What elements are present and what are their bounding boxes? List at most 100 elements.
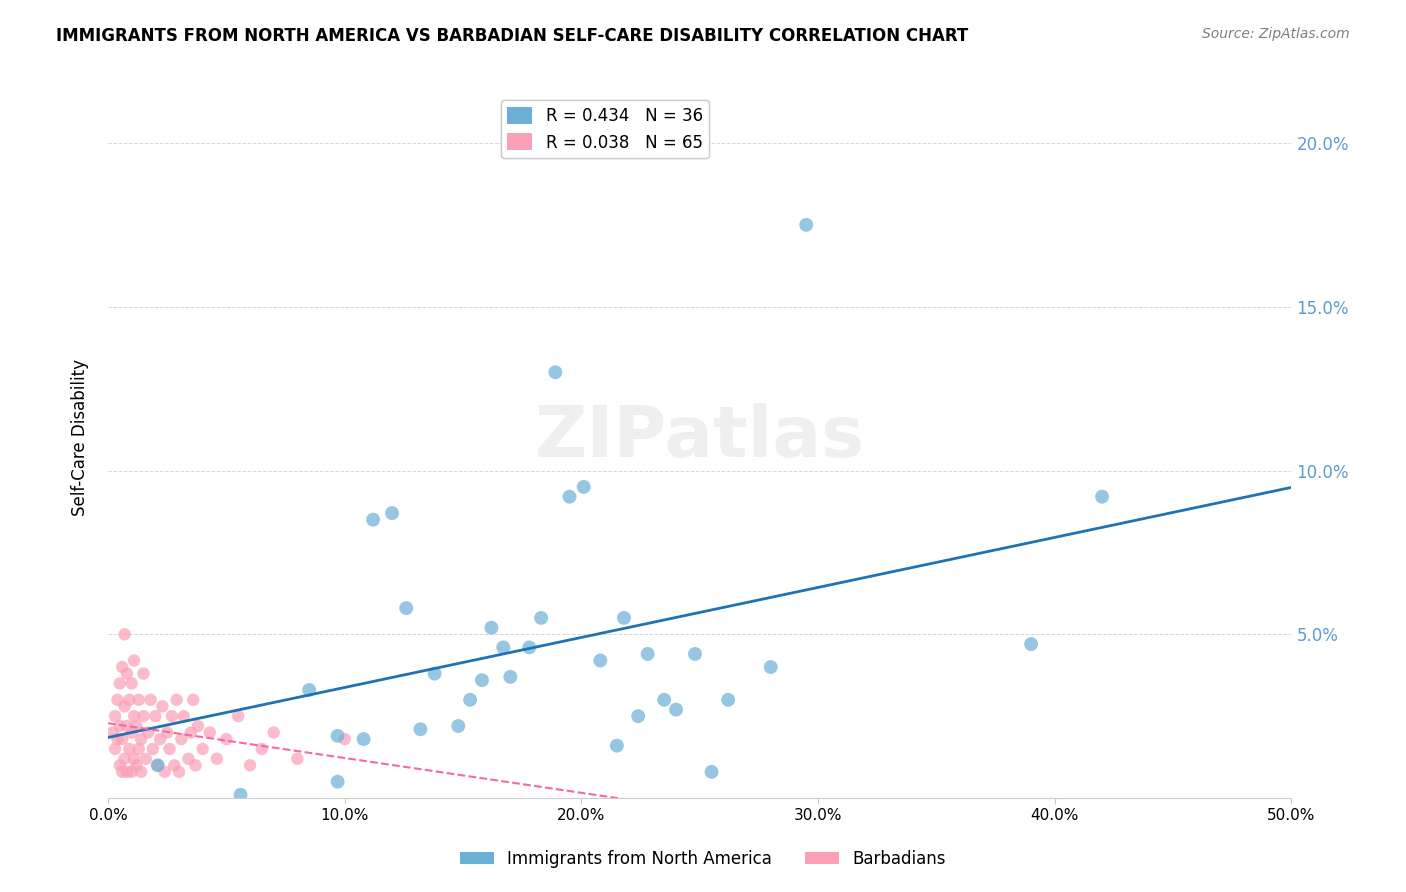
Point — [153, 764, 176, 779]
Point — [114, 627, 136, 641]
Point — [129, 732, 152, 747]
Point — [181, 693, 204, 707]
Point — [149, 732, 172, 747]
Text: IMMIGRANTS FROM NORTH AMERICA VS BARBADIAN SELF-CARE DISABILITY CORRELATION CHAR: IMMIGRANTS FROM NORTH AMERICA VS BARBADI… — [56, 27, 969, 45]
Point — [205, 752, 228, 766]
Point — [717, 693, 740, 707]
Point — [229, 788, 252, 802]
Point — [143, 709, 166, 723]
Point — [285, 752, 308, 766]
Point — [1019, 637, 1042, 651]
Point — [333, 732, 356, 747]
Point — [326, 729, 349, 743]
Point — [606, 739, 628, 753]
Point — [517, 640, 540, 655]
Point — [589, 653, 612, 667]
Point — [115, 666, 138, 681]
Point — [700, 764, 723, 779]
Point — [180, 725, 202, 739]
Point — [156, 725, 179, 739]
Point — [170, 732, 193, 747]
Point — [184, 758, 207, 772]
Point — [128, 693, 150, 707]
Point — [107, 732, 129, 747]
Point — [118, 693, 141, 707]
Legend: Immigrants from North America, Barbadians: Immigrants from North America, Barbadian… — [454, 844, 952, 875]
Point — [122, 709, 145, 723]
Point — [665, 703, 688, 717]
Y-axis label: Self-Care Disability: Self-Care Disability — [72, 359, 89, 516]
Point — [395, 601, 418, 615]
Point — [613, 611, 636, 625]
Point — [239, 758, 262, 772]
Point — [121, 764, 143, 779]
Point — [121, 676, 143, 690]
Point — [167, 764, 190, 779]
Point — [104, 742, 127, 756]
Point — [572, 480, 595, 494]
Point — [558, 490, 581, 504]
Point — [136, 725, 159, 739]
Point — [146, 758, 169, 772]
Text: Source: ZipAtlas.com: Source: ZipAtlas.com — [1202, 27, 1350, 41]
Point — [187, 719, 209, 733]
Point — [481, 621, 503, 635]
Point — [198, 725, 221, 739]
Text: ZIPatlas: ZIPatlas — [534, 403, 865, 472]
Point — [152, 699, 174, 714]
Point — [381, 506, 404, 520]
Point — [122, 653, 145, 667]
Point — [544, 365, 567, 379]
Point — [111, 732, 134, 747]
Point — [637, 647, 659, 661]
Point — [250, 742, 273, 756]
Point — [177, 752, 200, 766]
Point — [108, 676, 131, 690]
Point — [263, 725, 285, 739]
Point — [191, 742, 214, 756]
Point — [471, 673, 494, 687]
Point — [104, 709, 127, 723]
Point — [530, 611, 553, 625]
Point — [115, 764, 138, 779]
Point — [111, 660, 134, 674]
Point — [159, 742, 181, 756]
Point — [652, 693, 675, 707]
Point — [108, 758, 131, 772]
Point — [135, 752, 157, 766]
Point — [142, 742, 165, 756]
Point — [166, 693, 188, 707]
Point — [409, 723, 432, 737]
Point — [108, 719, 131, 733]
Point — [353, 732, 375, 747]
Point — [326, 774, 349, 789]
Point — [499, 670, 522, 684]
Point — [121, 725, 143, 739]
Point — [627, 709, 650, 723]
Legend: R = 0.434   N = 36, R = 0.038   N = 65: R = 0.434 N = 36, R = 0.038 N = 65 — [501, 100, 710, 158]
Point — [173, 709, 195, 723]
Point — [146, 758, 169, 772]
Point — [107, 693, 129, 707]
Point — [215, 732, 238, 747]
Point — [492, 640, 515, 655]
Point — [458, 693, 481, 707]
Point — [114, 752, 136, 766]
Point — [129, 764, 152, 779]
Point — [361, 513, 384, 527]
Point — [118, 742, 141, 756]
Point — [132, 709, 155, 723]
Point — [125, 758, 148, 772]
Point — [447, 719, 470, 733]
Point — [125, 719, 148, 733]
Point — [226, 709, 249, 723]
Point — [128, 742, 150, 756]
Point — [122, 752, 145, 766]
Point — [132, 666, 155, 681]
Point — [160, 709, 183, 723]
Point — [139, 693, 162, 707]
Point — [683, 647, 706, 661]
Point — [423, 666, 446, 681]
Point — [759, 660, 782, 674]
Point — [794, 218, 817, 232]
